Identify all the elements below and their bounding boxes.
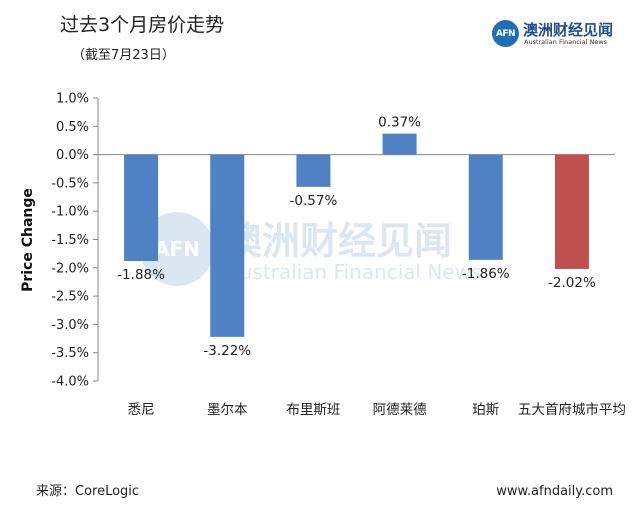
category-label-5: 珀斯	[472, 402, 499, 418]
y-tick-label: -2.5%	[51, 290, 89, 305]
source-note: 来源：CoreLogic	[36, 484, 140, 499]
bar-2	[210, 154, 245, 337]
y-tick-label: 1.0%	[56, 92, 89, 107]
y-tick-label: -1.5%	[51, 233, 89, 248]
y-tick-label: 0.5%	[56, 120, 89, 135]
bar-5	[468, 154, 503, 260]
data-label-6: -2.02%	[548, 275, 596, 291]
chart-title: 过去3个月房价走势	[60, 14, 225, 36]
data-label-5: -1.86%	[462, 266, 510, 282]
website-url: www.afndaily.com	[496, 484, 613, 499]
bar-1	[124, 154, 159, 262]
brand-name: 澳洲财经见闻	[523, 21, 614, 39]
chart-subtitle: （截至7月23日）	[72, 48, 175, 63]
category-label-6: 五大首府城市平均	[518, 401, 626, 418]
y-tick-label: -3.0%	[51, 318, 89, 333]
bar-3	[296, 154, 331, 187]
data-label-4: 0.37%	[378, 115, 421, 131]
data-label-3: -0.57%	[290, 193, 338, 209]
y-tick-label: -1.0%	[51, 205, 89, 220]
afn-logo-icon: AFN	[492, 20, 519, 47]
y-tick-label: 0.0%	[56, 148, 89, 163]
y-tick-label: -2.0%	[51, 261, 89, 276]
category-label-3: 布里斯班	[286, 402, 340, 418]
bar-6	[554, 154, 589, 269]
data-label-2: -3.22%	[203, 343, 251, 359]
brand-tagline: Australian Financial News	[524, 38, 608, 46]
brand-logo: AFN 澳洲财经见闻 Australian Financial News	[492, 20, 622, 48]
bar-4	[382, 133, 417, 155]
y-axis-label: Price Change	[20, 188, 36, 292]
y-tick-label: -4.0%	[51, 375, 89, 390]
y-tick-label: -0.5%	[51, 176, 89, 191]
data-label-1: -1.88%	[117, 267, 165, 283]
category-label-2: 墨尔本	[207, 402, 248, 418]
category-label-4: 阿德莱德	[373, 402, 427, 418]
y-tick-label: -3.5%	[51, 346, 89, 361]
category-label-1: 悉尼	[128, 402, 155, 418]
